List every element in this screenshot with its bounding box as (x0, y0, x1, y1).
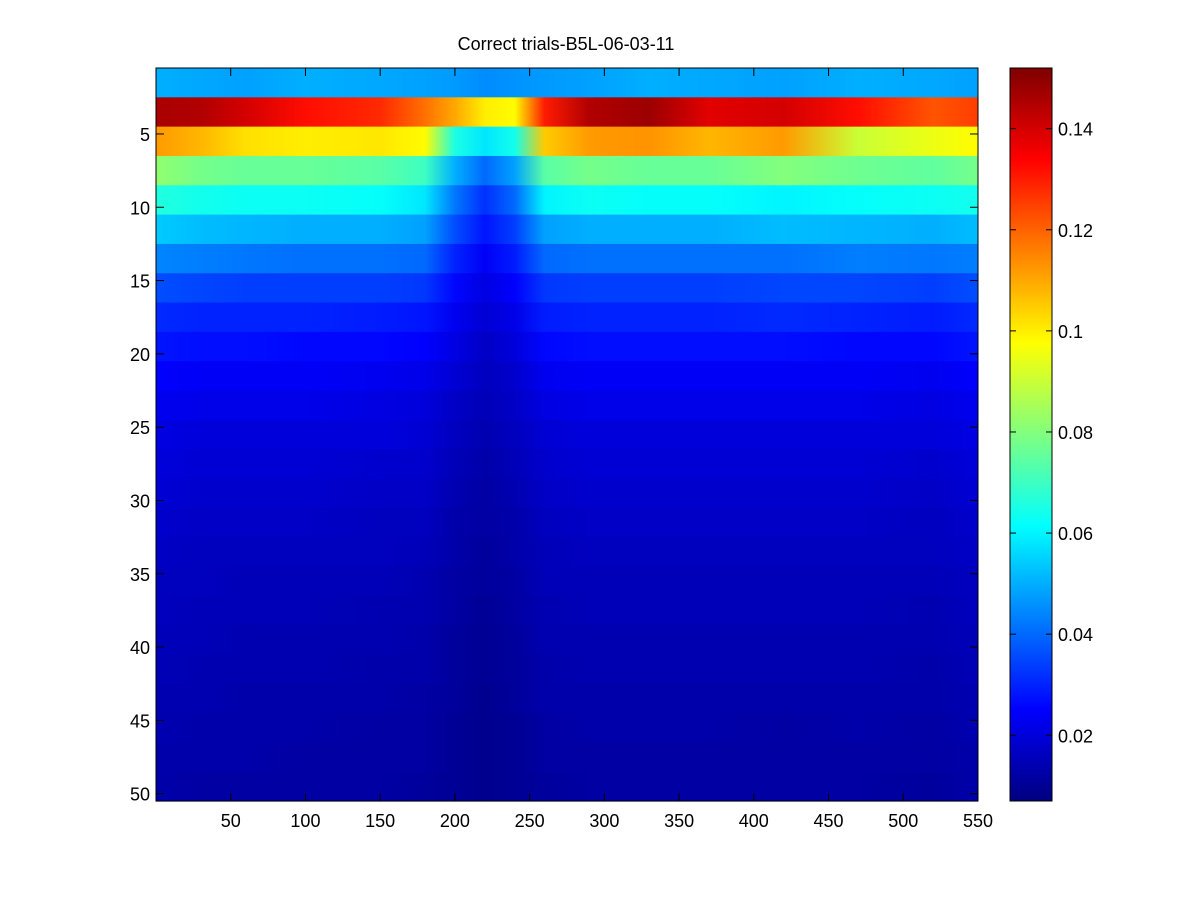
colorbar-tick-label: 0.02 (1058, 726, 1093, 746)
y-tick-label: 15 (130, 272, 150, 292)
heatmap-row-band (156, 243, 978, 274)
plot-frame (155, 67, 979, 802)
heatmap-row-band (156, 97, 978, 128)
y-tick-label: 45 (130, 711, 150, 731)
heatmap-row-band (156, 713, 978, 743)
x-tick-label: 150 (365, 811, 395, 831)
chart-title: Correct trials-B5L-06-03-11 (458, 34, 675, 54)
x-tick-label: 550 (963, 811, 993, 831)
heatmap-row-band (156, 155, 978, 186)
heatmap-row-band (156, 302, 978, 333)
x-tick-label: 300 (589, 811, 619, 831)
heatmap-row-band (156, 566, 978, 597)
heatmap-row-band (156, 331, 978, 362)
colorbar: 0.02 0.04 0.06 0.08 0.1 0.12 0.14 (1009, 67, 1093, 802)
colorbar-frame (1009, 67, 1053, 802)
heatmap-row-band (156, 625, 978, 655)
y-tick-label: 20 (130, 345, 150, 365)
x-tick-label: 350 (664, 811, 694, 831)
colorbar-fill (1010, 68, 1052, 801)
y-tick-label: 10 (130, 198, 150, 218)
colorbar-tick-label: 0.08 (1058, 423, 1093, 443)
colorbar-tick-label: 0.06 (1058, 524, 1093, 544)
colorbar-tick-label: 0.14 (1058, 120, 1093, 140)
colorbar-tick-label: 0.1 (1058, 322, 1083, 342)
y-tick-label: 35 (130, 565, 150, 585)
x-tick-label: 50 (221, 811, 241, 831)
y-tick-label: 40 (130, 638, 150, 658)
heatmap-row-band (156, 361, 978, 392)
heatmap-plot-area (156, 68, 978, 802)
x-tick-label: 100 (290, 811, 320, 831)
x-tick-label: 400 (739, 811, 769, 831)
heatmap-row-band (156, 683, 978, 714)
y-tick-label: 25 (130, 418, 150, 438)
axes: 50 100 150 200 250 300 350 400 450 500 550 5 10 15 20 2… (130, 67, 993, 831)
x-tick-label: 200 (440, 811, 470, 831)
heatmap-row-band (156, 595, 978, 626)
heatmap-row-band (156, 185, 978, 216)
y-tick-label: 50 (130, 785, 150, 805)
heatmap-row-band (156, 68, 978, 98)
heatmap-row-band (156, 742, 978, 773)
heatmap-row-band (156, 214, 978, 245)
heatmap-row-band (156, 537, 978, 568)
heatmap-row-band (156, 390, 978, 421)
y-tick-label: 5 (140, 125, 150, 145)
x-tick-label: 500 (888, 811, 918, 831)
x-tick-label: 450 (814, 811, 844, 831)
heatmap-row-band (156, 126, 978, 157)
heatmap-row-band (156, 419, 978, 450)
heatmap-row-band (156, 449, 978, 480)
colorbar-tick-label: 0.04 (1058, 625, 1093, 645)
heatmap-row-band (156, 478, 978, 509)
heatmap-row-band (156, 507, 978, 538)
x-tick-label: 250 (515, 811, 545, 831)
y-tick-label: 30 (130, 491, 150, 511)
heatmap-row-band (156, 771, 978, 802)
heatmap-row-band (156, 273, 978, 304)
colorbar-tick-label: 0.12 (1058, 221, 1093, 241)
heatmap-row-band (156, 654, 978, 685)
